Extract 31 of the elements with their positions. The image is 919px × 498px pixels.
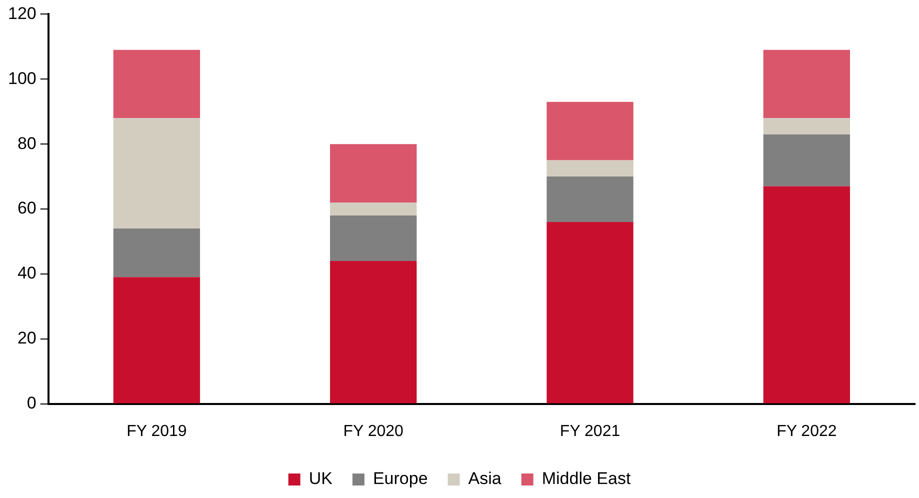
legend-label: Middle East xyxy=(542,469,631,488)
x-tick-label: FY 2022 xyxy=(776,422,837,440)
bar xyxy=(763,118,850,134)
y-tick-label: 60 xyxy=(17,198,36,218)
x-tick-label: FY 2020 xyxy=(343,422,404,440)
bar xyxy=(330,202,417,216)
legend-label: UK xyxy=(308,469,334,488)
y-tick-label: 80 xyxy=(17,134,36,153)
bar xyxy=(113,118,200,228)
y-tick-label: 20 xyxy=(17,328,36,348)
bar xyxy=(763,50,850,118)
bar xyxy=(546,102,634,160)
bar xyxy=(546,160,634,177)
bar xyxy=(330,260,417,404)
bar xyxy=(763,134,850,186)
bar xyxy=(546,222,634,404)
bar xyxy=(113,228,200,278)
y-tick-label: 40 xyxy=(17,264,36,283)
x-tick-label: FY 2019 xyxy=(126,422,187,440)
bar xyxy=(330,144,417,203)
bar xyxy=(546,176,634,222)
y-tick-label: 120 xyxy=(8,4,36,23)
bar xyxy=(113,277,200,404)
legend-label: Europe xyxy=(372,469,428,488)
x-tick-label: FY 2021 xyxy=(560,422,620,440)
bar xyxy=(113,50,200,118)
y-tick-label: 0 xyxy=(26,393,36,412)
y-tick-label: 100 xyxy=(8,68,36,88)
bar xyxy=(330,215,417,261)
bar xyxy=(763,186,850,404)
legend-label: Asia xyxy=(468,469,502,488)
